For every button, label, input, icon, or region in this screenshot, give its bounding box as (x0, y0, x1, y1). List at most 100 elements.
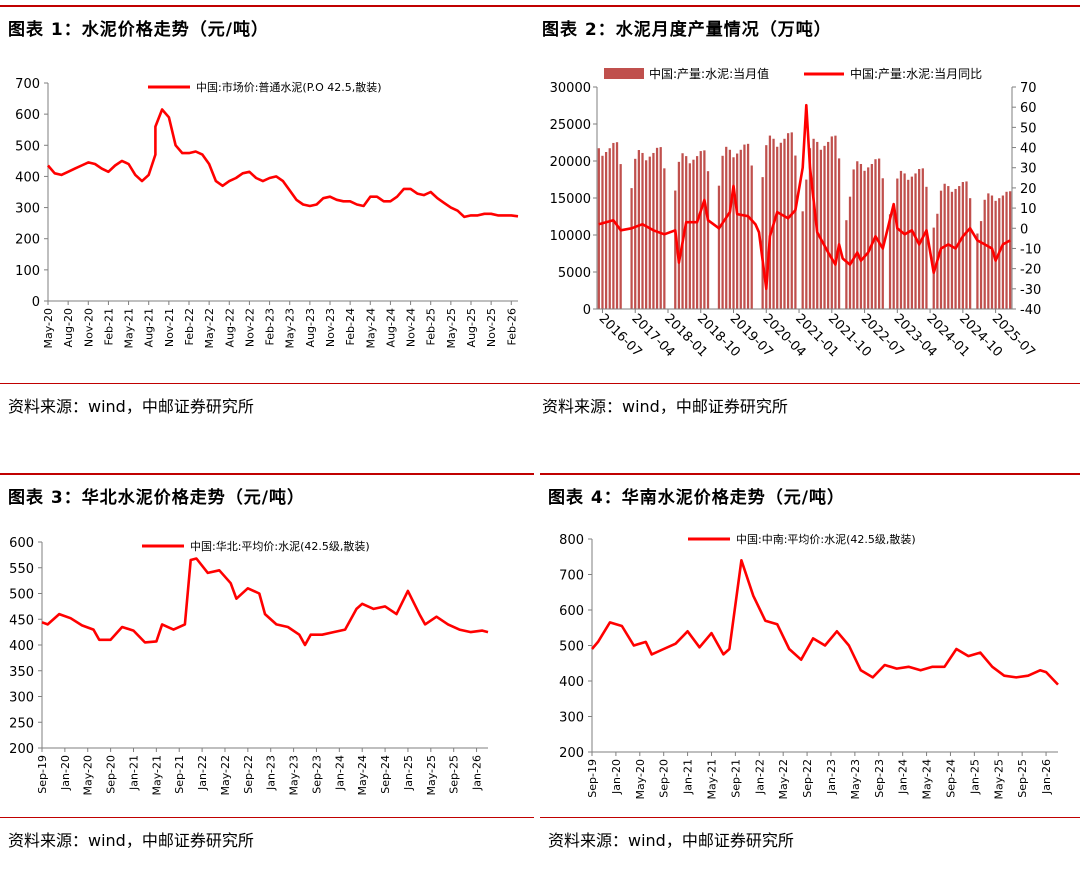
y-right-tick-label: 50 (1020, 121, 1037, 136)
y-tick-label: 450 (9, 613, 34, 628)
x-tick-label: May-20 (42, 308, 55, 349)
y-left-tick-label: 20000 (550, 155, 591, 170)
y-left-tick-label: 30000 (550, 81, 591, 96)
production-bar (856, 161, 859, 309)
y-tick-label: 600 (559, 604, 584, 619)
x-tick-label: Sep-23 (310, 755, 323, 794)
y-right-tick-label: 0 (1020, 222, 1028, 237)
production-bar (987, 193, 990, 309)
production-bar (834, 135, 837, 309)
production-bar (761, 177, 764, 309)
y-tick-label: 600 (9, 536, 34, 551)
x-tick-label: May-23 (849, 759, 862, 800)
y-left-tick-label: 0 (583, 303, 591, 318)
y-tick-label: 100 (15, 264, 40, 279)
production-bar (845, 220, 848, 309)
price-series-line (41, 557, 489, 647)
production-bar (874, 159, 877, 309)
x-tick-label: May-25 (425, 755, 438, 796)
production-bar (776, 146, 779, 309)
production-bar (827, 141, 830, 309)
production-bar (783, 138, 786, 309)
chart-panel-3: 图表 3：华北水泥价格走势（元/吨） 200 250 300 350 400 450 500… (0, 473, 534, 863)
y-tick-label: 600 (15, 108, 40, 123)
x-tick-label: May-21 (123, 308, 136, 349)
y-right-tick-label: 20 (1020, 182, 1037, 197)
legend-label: 中国:中南:平均价:水泥(42.5级,散装) (736, 532, 916, 546)
x-tick-label: Aug-25 (465, 308, 478, 347)
x-tick-label: Feb-21 (102, 308, 115, 345)
legend-label: 中国:产量:水泥:当月同比 (850, 66, 982, 81)
production-bar (863, 170, 866, 309)
x-tick-label: May-21 (150, 755, 163, 796)
production-bar (965, 181, 968, 309)
x-tick-label: Nov-24 (405, 308, 418, 347)
production-bar (958, 186, 961, 309)
x-tick-label: Sep-25 (448, 755, 461, 794)
production-bar (750, 165, 753, 309)
x-tick-label: Sep-22 (242, 755, 255, 794)
y-tick-label: 700 (15, 77, 40, 92)
panel-top-rule (534, 5, 1080, 7)
x-tick-label: Sep-20 (105, 755, 118, 794)
x-tick-label: Jan-24 (897, 759, 910, 795)
x-tick-label: May-21 (705, 759, 718, 800)
legend-label: 中国:市场价:普通水泥(P.O 42.5,散装) (196, 80, 382, 94)
production-bar (950, 191, 954, 309)
x-tick-label: Aug-23 (304, 308, 317, 347)
production-bar (739, 149, 742, 309)
x-tick-label: Sep-24 (379, 755, 392, 794)
source-note: 资料来源：wind，中邮证券研究所 (542, 397, 788, 416)
production-bar (703, 150, 706, 309)
x-tick-label: May-22 (203, 308, 216, 349)
production-bar (903, 173, 906, 309)
production-bar (641, 152, 644, 309)
y-tick-label: 300 (9, 691, 34, 706)
production-bar (812, 138, 815, 309)
production-bar (786, 133, 790, 309)
production-bar (659, 147, 662, 309)
source-note: 资料来源：wind，中邮证券研究所 (548, 831, 794, 850)
production-bar (961, 182, 964, 309)
x-tick-label: Nov-22 (243, 308, 256, 347)
production-bar (601, 155, 604, 309)
production-bar (983, 199, 986, 309)
production-bar (717, 185, 721, 309)
production-bar (994, 200, 997, 309)
y-left-tick-label: 10000 (550, 229, 591, 244)
x-tick-label: May-24 (921, 759, 934, 800)
y-right-tick-label: -40 (1020, 303, 1041, 318)
production-bar (725, 146, 728, 309)
panel-top-rule (0, 473, 534, 475)
panel-bottom-rule (0, 383, 534, 384)
legend-label: 中国:华北:平均价:水泥(42.5级,散装) (190, 539, 370, 553)
x-tick-label: Jan-22 (196, 755, 209, 791)
production-bar (746, 143, 750, 309)
y-right-tick-label: 10 (1020, 202, 1037, 217)
x-tick-label: May-24 (364, 308, 377, 349)
production-bar (1005, 191, 1008, 309)
x-tick-label: May-25 (445, 308, 458, 349)
production-bar (612, 142, 615, 309)
y-tick-label: 800 (559, 533, 584, 548)
x-tick-label: Nov-25 (485, 308, 498, 347)
production-bar (699, 151, 702, 309)
production-bar (805, 179, 808, 309)
production-bar (823, 145, 826, 309)
production-bar (914, 173, 917, 309)
x-tick-label: May-20 (634, 759, 647, 800)
x-tick-label: Aug-22 (223, 308, 236, 347)
production-bar (695, 156, 699, 309)
x-tick-label: Jan-20 (610, 759, 623, 795)
production-bar (837, 158, 841, 309)
production-bar (765, 145, 768, 309)
x-tick-label: Sep-24 (944, 759, 957, 798)
production-bar (634, 158, 637, 309)
production-bar (637, 150, 640, 309)
chart-3-plot: 200 250 300 350 400 450 500 550 600 Sep-19 Jan-20 M… (9, 536, 489, 796)
chart-panel-2: 图表 2：水泥月度产量情况（万吨） 0 5000 10000 15000 20000 25… (534, 5, 1080, 416)
y-tick-label: 400 (9, 639, 34, 654)
production-bar (867, 167, 870, 309)
production-bar (604, 152, 608, 309)
legend-swatch-bar (604, 68, 644, 79)
